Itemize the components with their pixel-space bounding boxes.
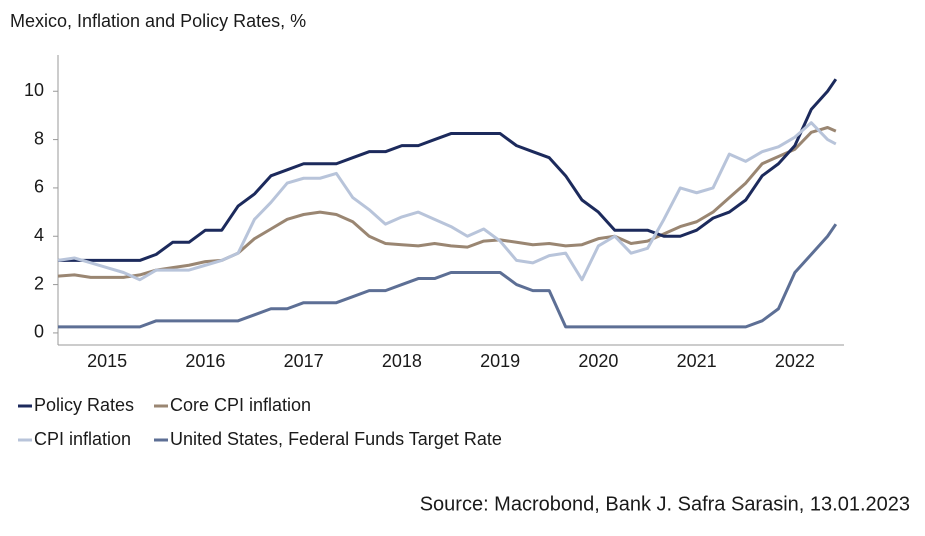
x-tick-label: 2019: [480, 351, 520, 371]
y-tick-label: 8: [34, 128, 44, 148]
series-line: [57, 121, 837, 282]
x-tick-label: 2017: [284, 351, 324, 371]
x-tick-label: 2021: [677, 351, 717, 371]
series-line: [57, 126, 837, 279]
x-tick-label: 2018: [382, 351, 422, 371]
y-tick-label: 2: [34, 273, 44, 293]
legend-label: United States, Federal Funds Target Rate: [170, 429, 502, 449]
y-tick-label: 4: [34, 225, 44, 245]
source-note: Source: Macrobond, Bank J. Safra Sarasin…: [420, 493, 910, 515]
x-tick-label: 2022: [775, 351, 815, 371]
y-tick-label: 10: [24, 80, 44, 100]
series-line: [58, 223, 838, 329]
y-tick-label: 6: [34, 177, 44, 197]
chart-title: Mexico, Inflation and Policy Rates, %: [10, 11, 306, 31]
series-line: [58, 78, 838, 262]
legend-label: CPI inflation: [34, 429, 131, 449]
legend-label: Core CPI inflation: [170, 395, 311, 415]
x-tick-label: 2015: [87, 351, 127, 371]
x-tick-label: 2016: [185, 351, 225, 371]
x-tick-label: 2020: [578, 351, 618, 371]
legend-label: Policy Rates: [34, 395, 134, 415]
y-tick-label: 0: [34, 322, 44, 342]
